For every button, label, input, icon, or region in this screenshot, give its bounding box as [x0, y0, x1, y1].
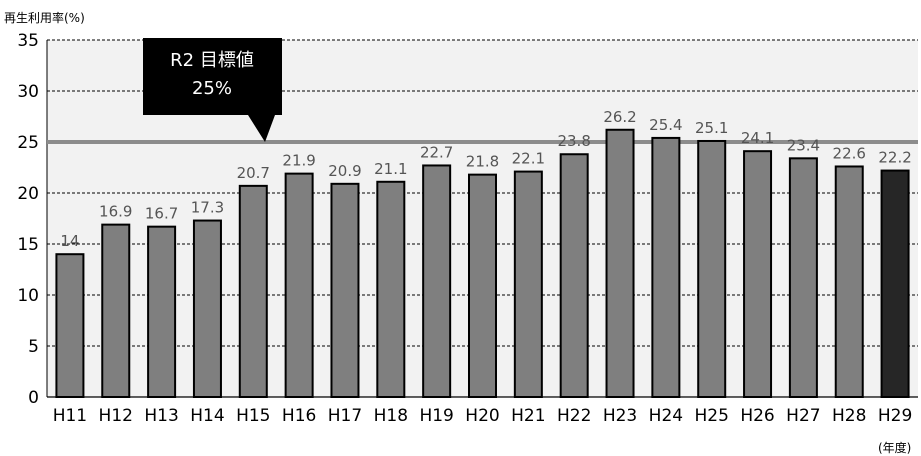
bar-H15: [238, 184, 268, 398]
x-tick-label-H15: H15: [236, 406, 270, 426]
x-tick-label-H19: H19: [419, 406, 453, 426]
y-tick-label: 25: [17, 133, 39, 153]
data-label-H16: 21.9: [282, 152, 315, 170]
bar-H29: [880, 169, 910, 398]
x-tick-label-H11: H11: [53, 406, 87, 426]
bar-H20: [468, 173, 497, 398]
data-label-H13: 16.7: [145, 205, 178, 223]
x-tick-label-H26: H26: [740, 406, 774, 426]
bar-H24: [651, 136, 681, 398]
bar-H28: [834, 165, 864, 398]
y-tick-label: 0: [28, 388, 39, 408]
y-tick-label: 10: [17, 286, 39, 306]
x-tick-label-H20: H20: [465, 406, 499, 426]
bar-H12: [101, 223, 131, 398]
bar-H11: [55, 253, 85, 398]
bar-H19: [422, 164, 452, 398]
y-tick-label: 30: [17, 82, 39, 102]
target-value: 25%: [192, 78, 232, 99]
target-callout: R2 目標値 25%: [143, 38, 282, 142]
data-label-H23: 26.2: [603, 108, 636, 126]
data-label-H26: 24.1: [741, 129, 774, 147]
bar-H23: [605, 128, 635, 398]
x-tick-label-H22: H22: [557, 406, 591, 426]
data-label-H14: 17.3: [191, 199, 224, 217]
y-tick-label: 5: [28, 337, 39, 357]
x-tick-label-H28: H28: [832, 406, 866, 426]
x-tick-label-H16: H16: [282, 406, 316, 426]
y-tick-label: 15: [17, 235, 39, 255]
data-label-H19: 22.7: [420, 143, 453, 161]
x-axis-unit: (年度): [878, 440, 911, 455]
bar-H21: [513, 170, 543, 398]
x-tick-label-H24: H24: [649, 406, 683, 426]
data-label-H28: 22.6: [833, 144, 866, 162]
bar-H25: [697, 139, 727, 398]
y-axis-label: 再生利用率(%): [4, 10, 85, 25]
x-tick-label-H29: H29: [878, 406, 912, 426]
data-label-H29: 22.2: [878, 149, 911, 167]
x-tick-label-H23: H23: [603, 406, 637, 426]
data-label-H25: 25.1: [695, 119, 728, 137]
x-tick-label-H18: H18: [374, 406, 408, 426]
data-label-H22: 23.8: [557, 132, 590, 150]
bar-H16: [284, 172, 314, 398]
x-tick-label-H12: H12: [99, 406, 133, 426]
callout-box: [143, 38, 282, 142]
data-label-H27: 23.4: [787, 136, 820, 154]
bar-H17: [330, 182, 360, 398]
target-label: R2 目標値: [170, 50, 254, 71]
data-label-H15: 20.7: [237, 164, 270, 182]
data-label-H11: 14: [60, 232, 79, 250]
bar-H27: [788, 157, 818, 398]
bar-H14: [192, 219, 222, 398]
x-tick-label-H17: H17: [328, 406, 362, 426]
y-tick-label: 35: [17, 31, 39, 51]
x-tick-label-H25: H25: [694, 406, 728, 426]
data-label-H12: 16.9: [99, 203, 132, 221]
data-label-H21: 22.1: [512, 150, 545, 168]
bar-H18: [376, 180, 406, 398]
x-tick-label-H14: H14: [190, 406, 224, 426]
bar-H26: [743, 150, 773, 398]
data-label-H20: 21.8: [466, 153, 499, 171]
x-tick-label-H13: H13: [144, 406, 178, 426]
bar-H22: [559, 153, 589, 398]
data-label-H24: 25.4: [649, 116, 682, 134]
data-label-H18: 21.1: [374, 160, 407, 178]
y-tick-label: 20: [17, 184, 39, 204]
x-tick-label-H21: H21: [511, 406, 545, 426]
x-tick-label-H27: H27: [786, 406, 820, 426]
data-label-H17: 20.9: [328, 162, 361, 180]
bar-H13: [147, 225, 177, 398]
